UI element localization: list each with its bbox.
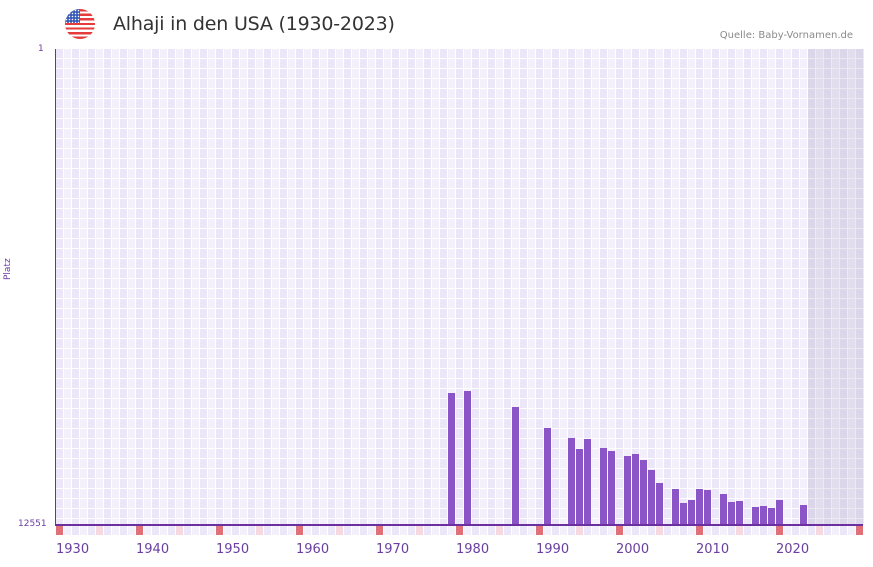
future-shaded-region xyxy=(808,49,864,525)
y-axis-title: Platz xyxy=(3,258,13,280)
decade-marker xyxy=(216,526,223,535)
source-label: Quelle: Baby-Vornamen.de xyxy=(719,30,853,41)
y-axis-top-label: 1 xyxy=(38,44,44,54)
bar-1994[interactable] xyxy=(568,438,575,525)
bar-1979[interactable] xyxy=(448,393,455,525)
bar-2013[interactable] xyxy=(720,494,727,525)
bar-1998[interactable] xyxy=(600,448,607,525)
x-tick-label: 1950 xyxy=(216,542,250,557)
half-decade-marker xyxy=(816,526,823,535)
bar-2020[interactable] xyxy=(776,500,783,525)
decade-marker xyxy=(856,526,863,535)
bar-2011[interactable] xyxy=(704,490,711,525)
y-axis-bottom-label: 12551 xyxy=(18,519,47,529)
half-decade-marker xyxy=(176,526,183,535)
bar-2008[interactable] xyxy=(680,503,687,525)
decade-marker xyxy=(376,526,383,535)
bar-1999[interactable] xyxy=(608,451,615,525)
half-decade-marker xyxy=(96,526,103,535)
half-decade-marker xyxy=(736,526,743,535)
bar-2005[interactable] xyxy=(656,483,663,525)
plot-grid xyxy=(56,49,863,525)
x-tick-label: 1940 xyxy=(136,542,170,557)
y-axis-line xyxy=(55,49,56,525)
bar-2009[interactable] xyxy=(688,500,695,525)
bar-1981[interactable] xyxy=(464,391,471,525)
decade-marker xyxy=(776,526,783,535)
x-tick-label: 1970 xyxy=(376,542,410,557)
bar-1995[interactable] xyxy=(576,449,583,525)
half-decade-marker xyxy=(656,526,663,535)
x-tick-label: 1990 xyxy=(536,542,570,557)
us-flag-icon xyxy=(65,9,95,39)
bar-2023[interactable] xyxy=(800,505,807,525)
bar-2002[interactable] xyxy=(632,454,639,525)
bar-2017[interactable] xyxy=(752,507,759,525)
decade-marker xyxy=(696,526,703,535)
decade-marker xyxy=(456,526,463,535)
bar-2019[interactable] xyxy=(768,508,775,525)
x-tick-label: 1980 xyxy=(456,542,490,557)
bar-2007[interactable] xyxy=(672,489,679,525)
half-decade-marker xyxy=(576,526,583,535)
bar-2003[interactable] xyxy=(640,460,647,525)
bar-1996[interactable] xyxy=(584,439,591,525)
x-tick-label: 1930 xyxy=(56,542,90,557)
chart-title: Alhaji in den USA (1930-2023) xyxy=(113,13,395,35)
bar-2015[interactable] xyxy=(736,501,743,525)
x-tick-label: 1960 xyxy=(296,542,330,557)
x-axis-line xyxy=(55,524,863,526)
bar-2014[interactable] xyxy=(728,502,735,525)
half-decade-marker xyxy=(416,526,423,535)
decade-marker xyxy=(296,526,303,535)
bar-1991[interactable] xyxy=(544,428,551,525)
plot-area xyxy=(56,49,864,525)
decade-marker xyxy=(536,526,543,535)
half-decade-marker xyxy=(256,526,263,535)
x-tick-label: 2010 xyxy=(696,542,730,557)
x-tick-label: 2000 xyxy=(616,542,650,557)
bar-2018[interactable] xyxy=(760,506,767,525)
bar-2010[interactable] xyxy=(696,489,703,525)
bar-2001[interactable] xyxy=(624,456,631,525)
decade-marker xyxy=(56,526,63,535)
x-tick-label: 2020 xyxy=(776,542,810,557)
half-decade-marker xyxy=(336,526,343,535)
decade-marker xyxy=(616,526,623,535)
bar-2004[interactable] xyxy=(648,470,655,525)
bar-1987[interactable] xyxy=(512,407,519,525)
half-decade-marker xyxy=(496,526,503,535)
decade-marker xyxy=(136,526,143,535)
